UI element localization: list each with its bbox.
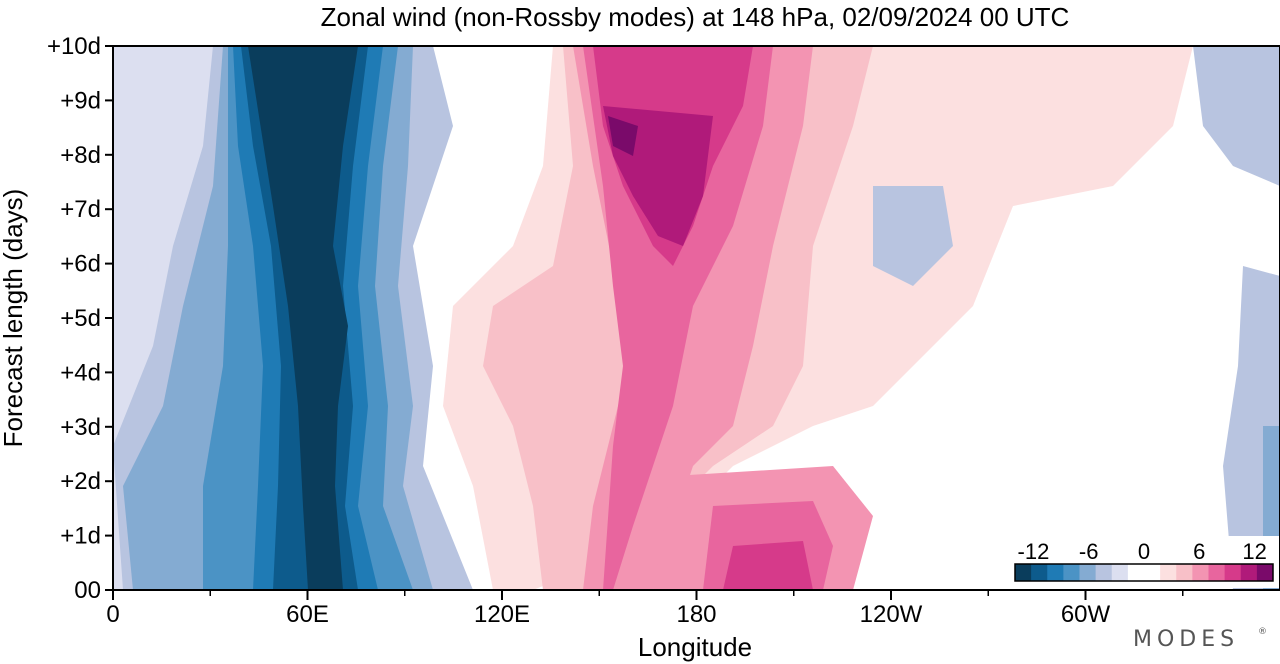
brand-text: MODES xyxy=(1133,627,1239,652)
brand-mark: ® xyxy=(1258,627,1272,637)
colorbar-swatch xyxy=(1095,564,1113,581)
x-tick-label: 60W xyxy=(1061,601,1111,628)
colorbar-swatch xyxy=(1127,564,1145,581)
x-tick-label: 60E xyxy=(286,601,329,628)
y-tick-label: +7d xyxy=(60,196,101,223)
y-axis-label: Forecast length (days) xyxy=(0,189,28,448)
colorbar-swatch xyxy=(1015,564,1032,581)
colorbar-swatch xyxy=(1240,564,1258,581)
x-axis: 0 60E 120E 180 120W 60W xyxy=(106,590,1184,628)
brand-logo: MODES ® xyxy=(1133,627,1272,652)
colorbar-swatch xyxy=(1208,564,1226,581)
colorbar-label: -12 xyxy=(1018,539,1050,564)
x-tick-label: 120E xyxy=(474,601,530,628)
y-tick-label: +3d xyxy=(60,414,101,441)
y-tick-label: +10d xyxy=(47,33,101,60)
x-tick-label: 0 xyxy=(106,601,119,628)
plot-area xyxy=(112,45,1280,591)
y-tick-label: +8d xyxy=(60,142,101,169)
y-tick-label: +5d xyxy=(60,305,101,332)
colorbar-swatch xyxy=(1144,564,1161,581)
x-tick-label: 120W xyxy=(860,601,923,628)
contour-pos-7 xyxy=(608,116,638,156)
colorbar-swatch xyxy=(1160,564,1177,581)
colorbar-label: 0 xyxy=(1138,539,1150,564)
contour-pos-low-3 xyxy=(723,541,813,590)
colorbar: -12 -6 0 6 12 xyxy=(1009,536,1279,588)
x-tick-label: 180 xyxy=(676,601,716,628)
contour-neg-mid xyxy=(873,186,953,286)
colorbar-swatch xyxy=(1063,564,1080,581)
y-axis: 00 +1d +2d +3d +4d +5d +6d +7d +8d +9d +10d xyxy=(47,33,113,604)
chart-title: Zonal wind (non-Rossby modes) at 148 hPa… xyxy=(321,2,1070,32)
colorbar-swatch xyxy=(1192,564,1209,581)
colorbar-label: 12 xyxy=(1242,539,1266,564)
colorbar-swatch xyxy=(1256,564,1274,581)
colorbar-label: -6 xyxy=(1079,539,1099,564)
colorbar-swatch xyxy=(1111,564,1129,581)
y-tick-label: +2d xyxy=(60,468,101,495)
y-tick-label: +4d xyxy=(60,359,101,386)
colorbar-swatch xyxy=(1224,564,1242,581)
contour-neg-7 xyxy=(248,46,358,590)
colorbar-swatch xyxy=(1079,564,1097,581)
colorbar-label: 6 xyxy=(1193,539,1205,564)
contour-neg-right-1 xyxy=(1193,46,1280,186)
colorbar-swatch xyxy=(1176,564,1193,581)
colorbar-frame xyxy=(1014,563,1274,582)
x-axis-label: Longitude xyxy=(638,632,752,662)
y-tick-label: +1d xyxy=(60,523,101,550)
y-tick-label: 00 xyxy=(74,577,101,604)
y-tick-label: +9d xyxy=(60,87,101,114)
colorbar-swatch xyxy=(1047,564,1064,581)
y-tick-label: +6d xyxy=(60,251,101,278)
contour-field xyxy=(113,46,1280,590)
colorbar-swatch xyxy=(1031,564,1048,581)
